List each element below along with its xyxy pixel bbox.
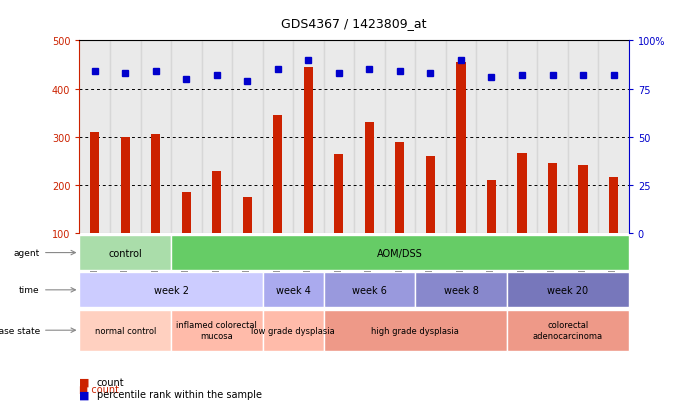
Bar [79, 41, 110, 233]
Text: week 20: week 20 [547, 285, 588, 295]
Bar [568, 41, 598, 233]
Text: GSM770109: GSM770109 [609, 234, 618, 280]
Bar [518, 154, 527, 233]
Text: normal control: normal control [95, 326, 156, 335]
Bar [110, 41, 140, 233]
Bar [243, 197, 252, 233]
Bar [140, 41, 171, 233]
Bar [79, 273, 263, 308]
Bar [476, 41, 507, 233]
Bar [171, 235, 629, 271]
Bar [212, 172, 221, 233]
Text: GSM770096: GSM770096 [212, 234, 221, 281]
Text: GSM770100: GSM770100 [334, 234, 343, 280]
Bar [263, 310, 323, 351]
Bar [263, 41, 293, 233]
Text: GSM770092: GSM770092 [91, 234, 100, 280]
Text: control: control [108, 248, 142, 258]
Text: GSM770105: GSM770105 [487, 234, 496, 280]
Bar [182, 192, 191, 233]
Bar [609, 177, 618, 233]
Bar [537, 41, 568, 233]
Bar [395, 143, 404, 233]
Bar [598, 41, 629, 233]
Bar [426, 157, 435, 233]
Text: time: time [19, 286, 40, 294]
Bar [507, 41, 537, 233]
Text: agent: agent [14, 249, 40, 257]
Text: GSM770102: GSM770102 [395, 234, 404, 280]
Bar [487, 180, 496, 233]
Text: ■: ■ [79, 389, 90, 399]
Bar [121, 138, 130, 233]
Bar [263, 273, 323, 308]
Bar [323, 310, 507, 351]
Text: week 6: week 6 [352, 285, 387, 295]
Text: week 8: week 8 [444, 285, 478, 295]
Text: GSM770093: GSM770093 [121, 234, 130, 281]
Text: GSM770094: GSM770094 [151, 234, 160, 281]
Text: low grade dysplasia: low grade dysplasia [252, 326, 335, 335]
Bar [365, 123, 374, 233]
Bar [323, 273, 415, 308]
Text: AOM/DSS: AOM/DSS [377, 248, 423, 258]
Bar [415, 41, 446, 233]
Bar [79, 235, 171, 271]
Text: week 2: week 2 [153, 285, 189, 295]
Bar [446, 41, 476, 233]
Bar [304, 68, 313, 233]
Bar [507, 273, 629, 308]
Bar [171, 310, 263, 351]
Bar [79, 310, 171, 351]
Bar [578, 165, 587, 233]
Text: GSM770098: GSM770098 [274, 234, 283, 280]
Text: GSM770103: GSM770103 [426, 234, 435, 280]
Text: colorectal
adenocarcinoma: colorectal adenocarcinoma [533, 321, 603, 340]
Bar [354, 41, 385, 233]
Text: GSM770108: GSM770108 [578, 234, 587, 280]
Bar [171, 41, 202, 233]
Text: high grade dysplasia: high grade dysplasia [371, 326, 459, 335]
Text: GSM770107: GSM770107 [548, 234, 557, 280]
Text: GSM770097: GSM770097 [243, 234, 252, 281]
Bar [90, 133, 100, 233]
Bar [548, 164, 557, 233]
Bar [385, 41, 415, 233]
Text: ■ count: ■ count [79, 384, 120, 394]
Text: GDS4367 / 1423809_at: GDS4367 / 1423809_at [281, 17, 427, 29]
Bar [273, 116, 283, 233]
Bar [334, 155, 343, 233]
Text: percentile rank within the sample: percentile rank within the sample [97, 389, 262, 399]
Text: GSM770099: GSM770099 [304, 234, 313, 281]
Text: GSM770106: GSM770106 [518, 234, 527, 280]
Bar [293, 41, 323, 233]
Text: count: count [97, 377, 124, 387]
Text: GSM770095: GSM770095 [182, 234, 191, 281]
Text: inflamed colorectal
mucosa: inflamed colorectal mucosa [176, 321, 257, 340]
Bar [507, 310, 629, 351]
Text: week 4: week 4 [276, 285, 310, 295]
Bar [202, 41, 232, 233]
Bar [232, 41, 263, 233]
Bar [415, 273, 507, 308]
Text: GSM770101: GSM770101 [365, 234, 374, 280]
Text: GSM770104: GSM770104 [457, 234, 466, 280]
Bar [151, 135, 160, 233]
Bar [456, 63, 466, 233]
Text: ■: ■ [79, 377, 90, 387]
Bar [323, 41, 354, 233]
Text: disease state: disease state [0, 326, 40, 335]
